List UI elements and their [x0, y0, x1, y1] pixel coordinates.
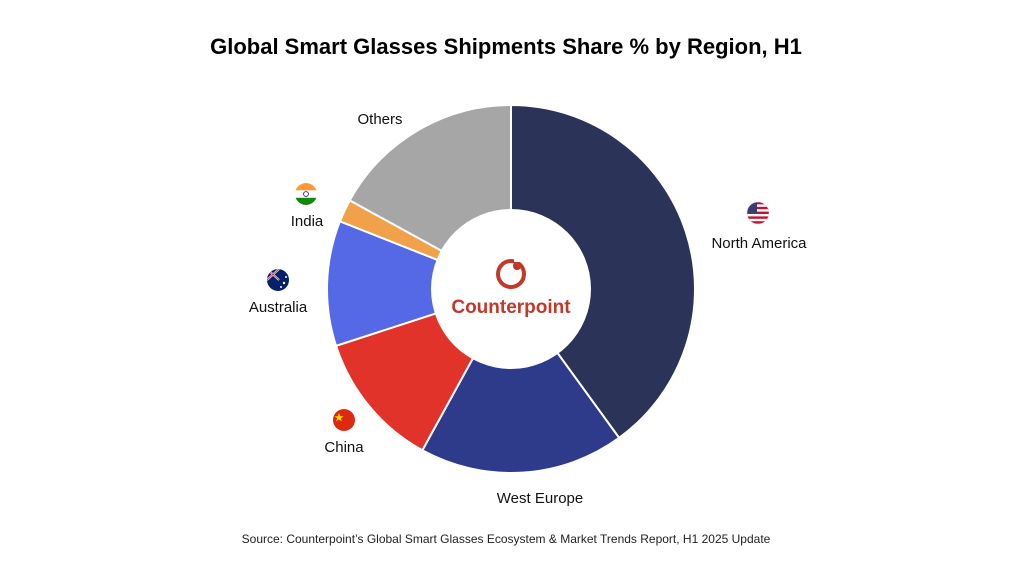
chart-title: Global Smart Glasses Shipments Share % b…	[210, 34, 802, 59]
slice-north-america	[510, 103, 696, 440]
slice-west-europe	[421, 287, 621, 474]
slice-label-china: China	[324, 439, 364, 456]
slice-label-west-europe: West Europe	[497, 490, 583, 507]
slice-label-india: India	[291, 213, 324, 230]
source-note: Source: Counterpoint’s Global Smart Glas…	[241, 532, 771, 546]
usa-flag-icon	[746, 201, 770, 225]
china-flag-icon	[333, 409, 355, 431]
counterpoint-logo: Counterpoint	[451, 256, 571, 318]
slice-label-others: Others	[357, 111, 402, 128]
counterpoint-logo-text: Counterpoint	[451, 297, 571, 318]
slice-label-north-america: North America	[711, 235, 807, 252]
counterpoint-logo-icon	[496, 256, 526, 289]
slice-australia	[326, 219, 514, 348]
india-flag-icon	[295, 183, 317, 205]
slice-label-australia: Australia	[249, 299, 308, 316]
australia-flag-icon	[267, 269, 289, 291]
donut-slices	[326, 103, 696, 474]
